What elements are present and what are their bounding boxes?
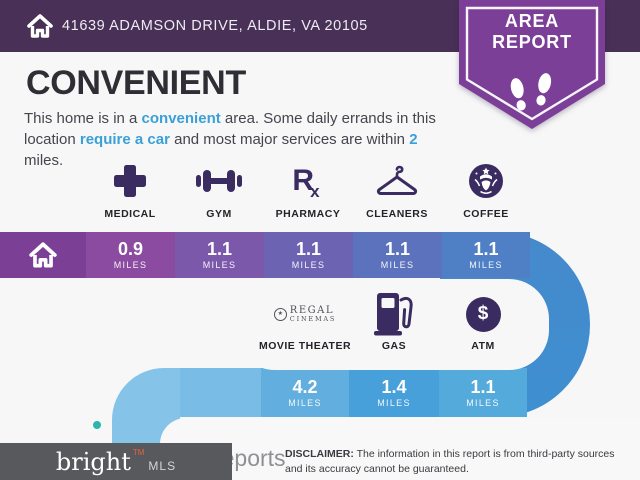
distance-cleaners: 1.1 MILES [353,232,442,278]
liveby-dot-icon [93,421,101,429]
category-label: GYM [206,208,232,220]
gas-pump-icon [339,292,449,336]
rx-letter-x: x [310,181,320,201]
miles-unit: MILES [380,260,415,270]
summary-highlight-require-a-car: require a car [79,131,170,148]
summary-text: This home is in a convenient area. Some … [24,108,452,171]
mls-wordmark: MLS [148,458,177,473]
category-label: ATM [471,340,495,352]
dumbbell-icon [171,157,267,204]
miles-unit: MILES [469,260,503,270]
miles-unit: MILES [202,260,237,270]
summary-highlight-miles-number: 2 [409,131,418,148]
category-gym: GYM [171,157,267,220]
disclaimer-text: DISCLAIMER: The information in this repo… [285,447,630,476]
distance-atm: 1.1 MILES [439,368,527,417]
disclaimer-card [160,418,640,480]
category-label: GAS [381,340,407,352]
distance-gas: 1.4 MILES [349,368,439,417]
miles-value: 1.1 [473,239,499,259]
ribbon-plain-segment [180,368,261,417]
disclaimer-body: The information in this report is from t… [285,448,615,475]
miles-value: 4.2 [292,376,318,397]
atm-dollar-icon: $ [428,292,538,336]
miles-value: 1.1 [470,376,496,397]
distance-coffee: 1.1 MILES [442,232,530,278]
badge-line-2: REPORT [492,32,572,52]
summary-seg4: miles. [24,152,64,169]
bright-wordmark: bright [55,447,131,476]
category-label: MEDICAL [104,208,156,220]
regal-cinemas-logo: ★ REGAL CINEMAS [250,292,360,336]
distance-movie-theater: 4.2 MILES [261,368,349,417]
rx-letter-r: R [292,163,315,197]
property-address: 41639 ADAMSON DRIVE, ALDIE, VA 20105 [62,18,368,34]
distance-gym: 1.1 MILES [175,232,264,278]
rx-icon: Rx [260,157,356,204]
page-title: CONVENIENT [26,64,246,102]
category-cleaners: CLEANERS [349,157,445,220]
miles-value: 1.1 [384,239,411,259]
miles-value: 0.9 [117,239,144,259]
dollar-sign: $ [477,303,489,324]
category-pharmacy: Rx PHARMACY [260,157,356,220]
summary-seg1: This home is in a [24,110,142,127]
home-icon [26,13,54,44]
summary-seg2: area. Some daily errands in this locatio… [24,110,436,148]
miles-unit: MILES [291,260,326,270]
bright-mls-logo: bright TM MLS [0,443,232,480]
miles-value: 1.1 [206,239,233,259]
miles-unit: MILES [113,260,148,270]
distance-medical: 0.9 MILES [86,232,175,278]
category-coffee: COFFEE [438,157,534,220]
medical-cross-icon [82,157,178,204]
distance-pharmacy: 1.1 MILES [264,232,353,278]
miles-value: 1.1 [295,239,322,259]
area-report-badge: AREA REPORT [459,0,605,134]
trademark-mark: TM [132,448,145,457]
category-label: MOVIE THEATER [258,340,352,352]
category-movie-theater: ★ REGAL CINEMAS MOVIE THEATER [250,292,360,352]
miles-value: 1.4 [381,376,407,397]
miles-unit: MILES [466,397,500,408]
miles-unit: MILES [377,397,411,408]
category-medical: MEDICAL [82,157,178,220]
ribbon-home-segment [0,232,86,278]
starbucks-logo-icon [438,157,534,204]
regal-wordmark: REGAL [289,304,334,316]
badge-title: AREA REPORT [459,11,605,53]
footprints-icon [510,73,552,111]
miles-unit: MILES [288,397,322,408]
cinemas-wordmark: CINEMAS [289,314,337,323]
regal-crown-mark: ★ [273,307,287,321]
badge-line-1: AREA [504,11,560,31]
category-label: PHARMACY [275,208,341,220]
category-gas: GAS [339,292,449,352]
summary-highlight-convenient: convenient [141,110,221,127]
summary-seg3: and most major services are within [169,131,410,148]
home-icon [29,242,57,268]
hanger-icon [349,157,445,204]
category-label: CLEANERS [366,208,428,220]
category-atm: $ ATM [428,292,538,352]
disclaimer-label: DISCLAIMER: [285,448,354,460]
category-label: COFFEE [463,208,509,220]
